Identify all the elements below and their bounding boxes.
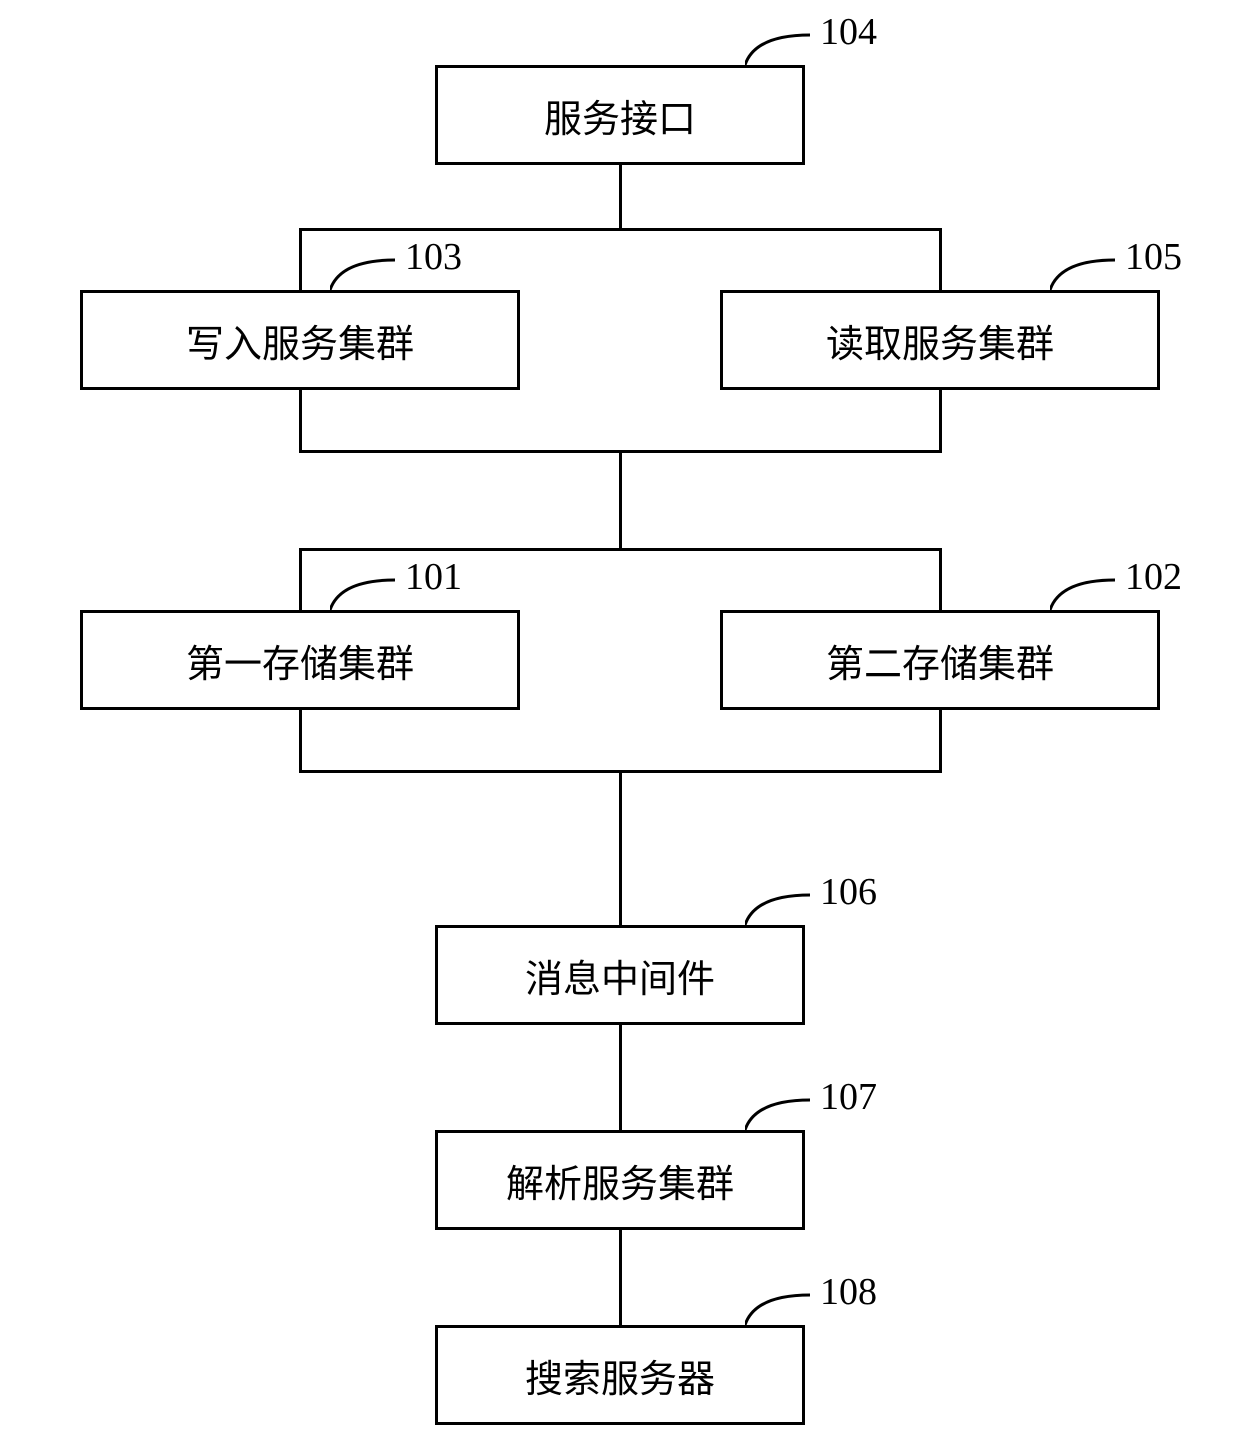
callout-107 [745,1095,815,1130]
storage2-label: 第二存储集群 [826,633,1054,688]
ref-104: 104 [820,10,877,54]
ref-103: 103 [405,235,462,279]
parse-cluster-label: 解析服务集群 [506,1153,734,1208]
callout-103 [330,255,400,290]
line-v-from-101 [299,710,302,772]
line-v-top [619,165,622,230]
middleware-label: 消息中间件 [525,948,715,1003]
line-v-from-103 [299,390,302,452]
parse-cluster-box: 解析服务集群 [435,1130,805,1230]
storage1-box: 第一存储集群 [80,610,520,710]
search-server-label: 搜索服务器 [525,1348,715,1403]
ref-101: 101 [405,555,462,599]
line-h-tier2 [299,548,942,551]
service-interface-box: 服务接口 [435,65,805,165]
line-h-tier1 [299,228,942,231]
line-v-to-101 [299,548,302,610]
write-cluster-label: 写入服务集群 [186,313,414,368]
ref-105: 105 [1125,235,1182,279]
middleware-box: 消息中间件 [435,925,805,1025]
line-v-to-103 [299,228,302,290]
ref-106: 106 [820,870,877,914]
callout-101 [330,575,400,610]
read-cluster-box: 读取服务集群 [720,290,1160,390]
read-cluster-label: 读取服务集群 [826,313,1054,368]
callout-105 [1050,255,1120,290]
callout-106 [745,890,815,925]
write-cluster-box: 写入服务集群 [80,290,520,390]
search-server-box: 搜索服务器 [435,1325,805,1425]
line-v-to-106 [619,770,622,925]
line-v-106-107 [619,1025,622,1130]
callout-104 [745,30,815,65]
ref-108: 108 [820,1270,877,1314]
storage1-label: 第一存储集群 [186,633,414,688]
storage2-box: 第二存储集群 [720,610,1160,710]
callout-102 [1050,575,1120,610]
line-v-from-102 [939,710,942,772]
line-v-mid1 [619,450,622,550]
line-v-to-105 [939,228,942,290]
line-v-from-105 [939,390,942,452]
line-v-107-108 [619,1230,622,1325]
line-v-to-102 [939,548,942,610]
callout-108 [745,1290,815,1325]
ref-107: 107 [820,1075,877,1119]
ref-102: 102 [1125,555,1182,599]
service-interface-label: 服务接口 [544,88,696,143]
